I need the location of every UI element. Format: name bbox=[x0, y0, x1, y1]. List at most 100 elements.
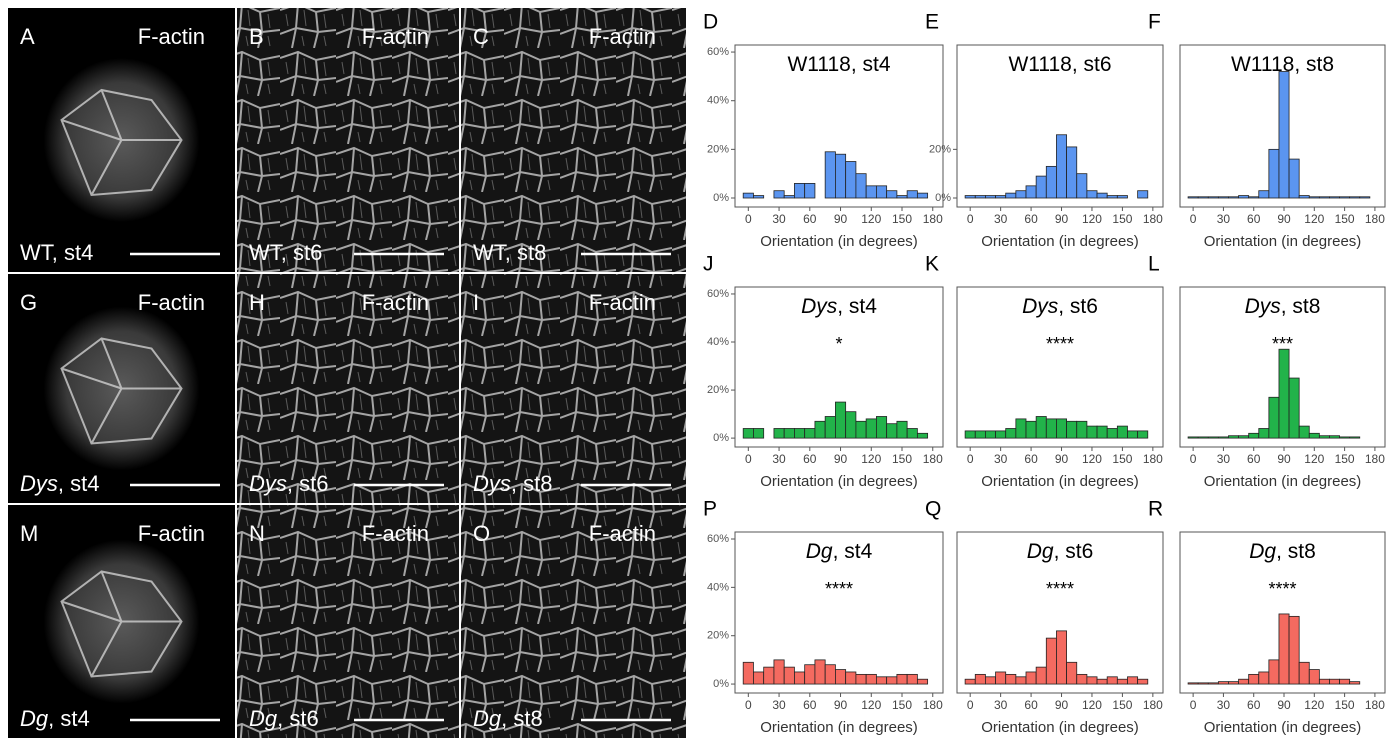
bar bbox=[1238, 678, 1250, 685]
x-axis-label: Orientation (in degrees) bbox=[1204, 233, 1362, 250]
x-tick-label: 90 bbox=[1277, 452, 1291, 466]
bar bbox=[865, 185, 877, 199]
genotype: Dys bbox=[1245, 295, 1282, 318]
bar bbox=[1025, 420, 1037, 439]
label: W1118, st8 bbox=[1231, 53, 1334, 76]
stage: , st4 bbox=[851, 53, 891, 76]
bar bbox=[1005, 428, 1017, 439]
bar bbox=[1298, 195, 1310, 199]
x-axis-label: Orientation (in degrees) bbox=[760, 473, 918, 490]
x-tick-label: 60 bbox=[803, 212, 817, 226]
x-axis-label: Orientation (in degrees) bbox=[1204, 719, 1362, 736]
bar bbox=[1228, 196, 1239, 199]
label: Dys, st6 bbox=[1022, 295, 1098, 318]
cell-outlines bbox=[60, 337, 183, 445]
bar bbox=[1339, 436, 1351, 439]
x-tick-label: 60 bbox=[1247, 452, 1261, 466]
bar bbox=[1015, 418, 1027, 439]
x-tick-label: 60 bbox=[1247, 212, 1261, 226]
bar bbox=[855, 173, 867, 199]
bar bbox=[1349, 436, 1361, 439]
bar bbox=[886, 676, 898, 685]
bar bbox=[906, 673, 918, 685]
x-tick-label: 90 bbox=[1055, 212, 1069, 226]
bar bbox=[875, 416, 888, 439]
bar bbox=[1056, 418, 1067, 439]
bar bbox=[783, 428, 795, 439]
significance: *** bbox=[1272, 334, 1293, 354]
bar bbox=[1096, 678, 1108, 685]
x-tick-label: 90 bbox=[1055, 698, 1069, 712]
panel-letter: G bbox=[20, 290, 37, 315]
x-tick-label: 30 bbox=[1217, 452, 1231, 466]
bar bbox=[1268, 148, 1280, 199]
x-tick-label: 0 bbox=[745, 452, 752, 466]
bar bbox=[985, 430, 996, 439]
significance: **** bbox=[1268, 579, 1296, 599]
genotype: Dg bbox=[473, 706, 502, 731]
bar bbox=[1268, 396, 1280, 439]
bar bbox=[1045, 165, 1057, 199]
x-axis-label: Orientation (in degrees) bbox=[981, 719, 1139, 736]
genotype: Dg bbox=[1249, 540, 1276, 563]
stain-label: F-actin bbox=[138, 521, 205, 546]
bar bbox=[995, 671, 1007, 685]
x-tick-label: 60 bbox=[803, 452, 817, 466]
x-tick-label: 180 bbox=[1365, 212, 1385, 226]
stage: , st8 bbox=[1294, 53, 1334, 76]
bar bbox=[1238, 195, 1250, 199]
x-tick-label: 90 bbox=[834, 212, 848, 226]
bar bbox=[835, 401, 847, 439]
stage: , st6 bbox=[1058, 295, 1098, 318]
y-tick-label: 60% bbox=[707, 533, 729, 545]
x-tick-label: 150 bbox=[1335, 212, 1355, 226]
bar bbox=[1076, 673, 1088, 685]
significance: **** bbox=[825, 579, 853, 599]
genotype: Dys bbox=[801, 295, 838, 318]
bar bbox=[753, 428, 765, 439]
genotype: Dg bbox=[20, 706, 49, 731]
micrograph: N F-actin bbox=[237, 505, 459, 738]
x-tick-label: 180 bbox=[1143, 698, 1163, 712]
genotype: W1118 bbox=[1231, 53, 1294, 76]
panel-letter: P bbox=[703, 498, 717, 521]
label: Dg, st8 bbox=[473, 706, 543, 731]
x-tick-label: 90 bbox=[1055, 452, 1069, 466]
bar bbox=[1258, 428, 1270, 439]
x-tick-label: 150 bbox=[1112, 698, 1132, 712]
stain-label: F-actin bbox=[589, 24, 656, 49]
cell-outlines bbox=[60, 570, 183, 678]
x-tick-label: 180 bbox=[1365, 452, 1385, 466]
bar bbox=[1066, 420, 1078, 439]
bar bbox=[824, 151, 836, 199]
bar bbox=[1056, 630, 1067, 685]
x-tick-label: 60 bbox=[1247, 698, 1261, 712]
bar bbox=[1137, 430, 1149, 439]
y-tick-label: 0% bbox=[713, 192, 729, 204]
y-tick-label: 20% bbox=[707, 384, 729, 396]
bar bbox=[1228, 435, 1239, 439]
bar bbox=[804, 428, 816, 439]
bar bbox=[1096, 192, 1108, 199]
x-tick-label: 120 bbox=[1304, 698, 1324, 712]
bar bbox=[1238, 435, 1250, 439]
micrograph: B F-actin bbox=[237, 8, 459, 272]
y-tick-label: 20% bbox=[929, 143, 951, 155]
x-tick-label: 0 bbox=[967, 212, 974, 226]
x-axis-label: Orientation (in degrees) bbox=[1204, 473, 1362, 490]
y-tick-label: 40% bbox=[707, 95, 729, 107]
genotype: Dys bbox=[20, 471, 58, 496]
x-tick-label: 30 bbox=[772, 452, 786, 466]
micrograph-bg bbox=[237, 505, 459, 738]
stage: , st4 bbox=[58, 471, 100, 496]
x-tick-label: 150 bbox=[1335, 698, 1355, 712]
bar bbox=[1106, 195, 1118, 199]
x-tick-label: 150 bbox=[892, 698, 912, 712]
bar bbox=[1278, 71, 1290, 199]
panel-letter: N bbox=[249, 521, 265, 546]
bar bbox=[985, 676, 996, 685]
bar bbox=[1298, 425, 1310, 439]
genotype: Dys bbox=[1022, 295, 1059, 318]
x-tick-label: 120 bbox=[1082, 452, 1102, 466]
bar bbox=[1349, 681, 1361, 685]
